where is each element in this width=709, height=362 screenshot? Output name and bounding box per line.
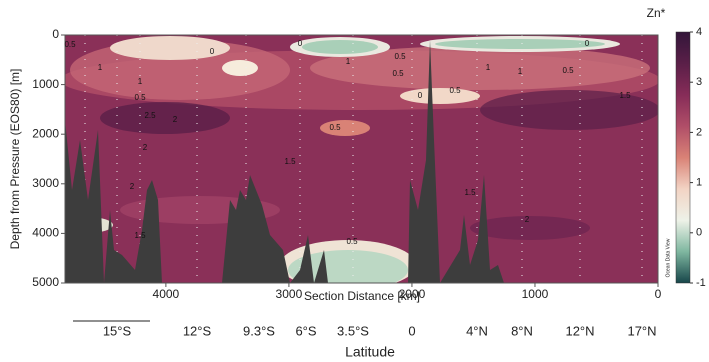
contour-label: 2.5 xyxy=(144,111,156,120)
x-tick-label: 4000 xyxy=(153,287,180,301)
colorbar-tick-label: 2 xyxy=(696,126,702,138)
colorbar-tick-label: 0 xyxy=(696,227,702,239)
contour-label: 1.5 xyxy=(284,157,296,166)
contour-label: 2 xyxy=(173,115,178,124)
bathymetry xyxy=(65,40,504,283)
latitude-label: 6°S xyxy=(295,323,316,338)
y-tick-label: 0 xyxy=(52,27,59,41)
latitude-label: 4°N xyxy=(466,323,488,338)
contour-label: 0 xyxy=(298,39,303,48)
plot-frame xyxy=(64,34,659,284)
watermark: Ocean Data View xyxy=(665,238,671,277)
contour-label: 1 xyxy=(138,77,143,86)
y-tick-label: 4000 xyxy=(32,226,59,240)
y-axis-label: Depth from Pressure (EOS80) [m] xyxy=(8,69,22,250)
contour-label: 0.5 xyxy=(346,237,358,246)
latitude-label: 12°N xyxy=(565,323,594,338)
field xyxy=(65,35,658,283)
latitude-label: Latitude xyxy=(345,344,395,360)
contour-label: 0.5 xyxy=(394,52,406,61)
y-tick-label: 1000 xyxy=(32,77,59,91)
contour-label: 0 xyxy=(210,47,215,56)
contour-label: 0.5 xyxy=(392,69,404,78)
y-tick-label: 3000 xyxy=(32,176,59,190)
x-tick-label: 1000 xyxy=(522,287,549,301)
contour-label: 2 xyxy=(143,143,148,152)
contour-label: 2 xyxy=(525,215,530,224)
latitude-label: 15°S xyxy=(103,323,132,338)
contour-label: 2 xyxy=(130,182,135,191)
latitude-label: 17°N xyxy=(627,323,656,338)
contour-label: 0.5 xyxy=(64,40,76,49)
latitude-label: 12°S xyxy=(183,323,212,338)
latitude-label: 8°N xyxy=(511,323,533,338)
contour-label: 0.5 xyxy=(449,86,461,95)
x-axis-label: Section Distance [km] xyxy=(304,289,420,303)
latitude-label: 9.3°S xyxy=(243,323,275,338)
x-tick-label: 0 xyxy=(655,287,662,301)
contour-label: 0.5 xyxy=(329,123,341,132)
y-tick-label: 5000 xyxy=(32,275,59,289)
colorbar-tick-label: 4 xyxy=(696,26,702,38)
colorbar-tick-label: -1 xyxy=(696,277,706,289)
contour-label: 0.5 xyxy=(134,93,146,102)
latitude-label: 0 xyxy=(408,323,415,338)
contour-label: 1 xyxy=(486,63,491,72)
contour-label: 1 xyxy=(98,63,103,72)
colorbar-tick-label: 1 xyxy=(696,177,702,189)
colorbar-title: Zn* xyxy=(647,6,666,20)
contour-label: 1.5 xyxy=(464,188,476,197)
latitude-label: 3.5°S xyxy=(337,323,369,338)
contour-label: 1 xyxy=(518,67,523,76)
contour-label: 1 xyxy=(346,57,351,66)
colorbar-tick-label: 3 xyxy=(696,76,702,88)
contour-label: 0 xyxy=(585,39,590,48)
contour-label: 0 xyxy=(418,91,423,100)
contour-label: 0.5 xyxy=(562,66,574,75)
x-tick-label: 3000 xyxy=(276,287,303,301)
contour-label: 1.5 xyxy=(619,91,631,100)
colorbar xyxy=(675,31,691,284)
x-tick-label: 2000 xyxy=(399,287,426,301)
contour-label: 1.5 xyxy=(134,231,146,240)
y-tick-label: 2000 xyxy=(32,126,59,140)
